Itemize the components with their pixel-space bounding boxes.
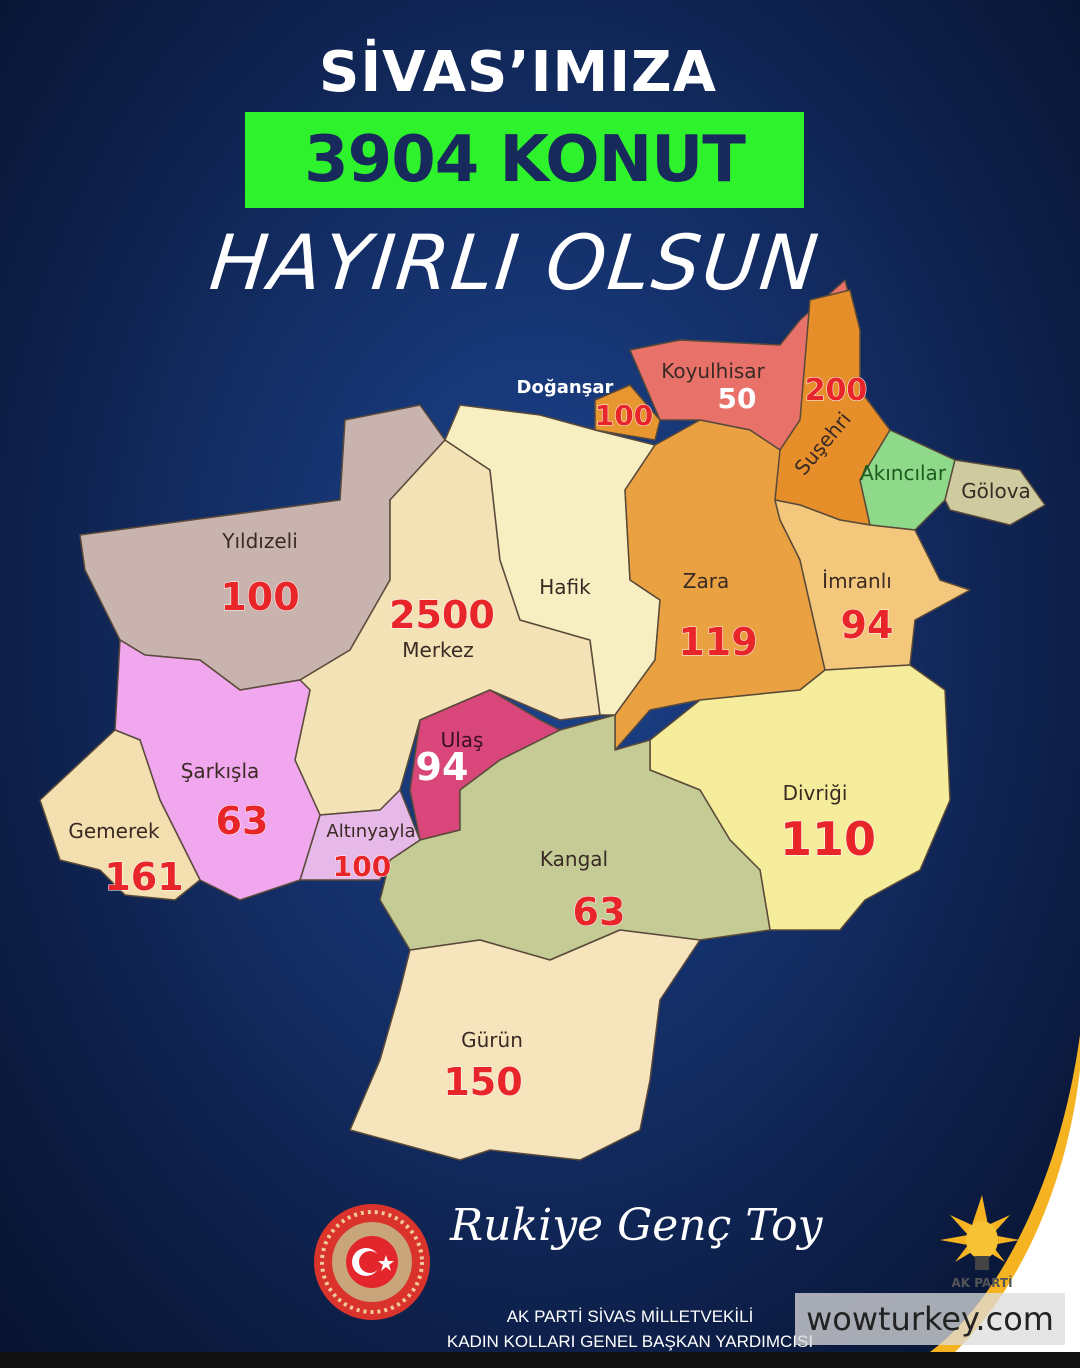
value-gemerek: 161 [104, 855, 183, 899]
value-dogansar: 100 [595, 399, 653, 432]
highlight-text: 3904 KONUT [304, 123, 746, 197]
district-imranli[interactable] [774, 499, 971, 671]
label-zara: Zara [683, 569, 729, 593]
district-dogansar[interactable] [594, 384, 661, 441]
label-hafik: Hafik [539, 575, 591, 599]
district-gemerek[interactable] [39, 729, 201, 901]
value-yildizeli: 100 [220, 575, 299, 619]
label-koyulhisar: Koyulhisar [661, 359, 765, 383]
footer-line-2: KADIN KOLLARI GENEL BAŞKAN YARDIMCISI [446, 1332, 814, 1351]
label-gemerek: Gemerek [68, 819, 160, 843]
watermark: wowturkey.com [795, 1293, 1065, 1345]
district-gurun[interactable] [349, 929, 701, 1161]
value-susehri: 200 [805, 373, 868, 408]
tbmm-seal-logo [314, 1204, 430, 1320]
label-gurun: Gürün [461, 1028, 523, 1052]
label-dogansar: Doğanşar [517, 377, 614, 398]
district-altinyayla[interactable] [299, 789, 421, 881]
signature: Rukiye Genç Toy [450, 1200, 823, 1251]
label-akincilar: Akıncılar [860, 461, 947, 485]
bottom-bar [0, 1352, 1080, 1368]
label-golova: Gölova [961, 479, 1031, 503]
district-golova[interactable] [944, 459, 1046, 526]
value-imranli: 94 [841, 603, 894, 647]
value-altinyayla: 100 [333, 850, 391, 883]
district-kangal[interactable] [379, 714, 771, 961]
value-kangal: 63 [573, 890, 626, 934]
label-imranli: İmranlı [822, 569, 892, 593]
label-altinyayla: Altınyayla [326, 821, 415, 842]
title: SİVAS’IMIZA [319, 40, 717, 105]
value-koyulhisar: 50 [718, 382, 757, 415]
label-yildizeli: Yıldızeli [221, 529, 298, 553]
footer-line-1: AK PARTİ SİVAS MİLLETVEKİLİ [506, 1307, 754, 1326]
label-kangal: Kangal [540, 847, 608, 871]
value-ulas: 94 [416, 745, 469, 789]
value-zara: 119 [678, 620, 757, 664]
value-divrigi: 110 [780, 812, 876, 866]
value-merkez: 2500 [389, 593, 495, 637]
ak-parti-bulb-logo [940, 1195, 1020, 1270]
label-sarkisla: Şarkışla [181, 759, 260, 783]
value-gurun: 150 [443, 1060, 522, 1104]
ak-parti-label: AK PARTİ [951, 1276, 1013, 1290]
label-divrigi: Divriği [783, 781, 848, 805]
value-sarkisla: 63 [216, 799, 269, 843]
highlight-banner: 3904 KONUT [245, 112, 804, 208]
label-ulas: Ulaş [441, 728, 484, 752]
label-merkez: Merkez [402, 638, 473, 662]
